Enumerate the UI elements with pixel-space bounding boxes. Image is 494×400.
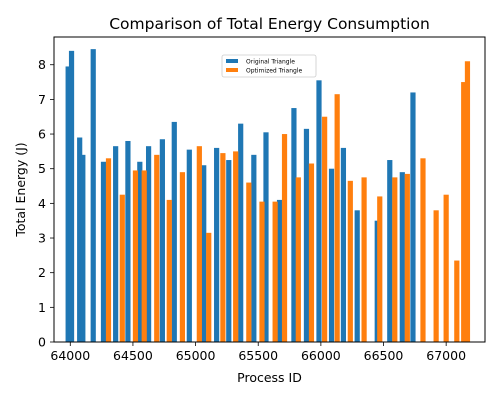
bar-original-12: [186, 149, 192, 342]
bar-optimized-26: [443, 194, 449, 342]
x-tick-label-5: 66500: [364, 348, 404, 363]
bar-optimized-23: [404, 173, 410, 342]
x-axis: 64000 64500 65000 65500 66000 66500 67000: [50, 342, 466, 363]
bar-original-21: [303, 128, 310, 342]
bar-optimized-3: [141, 170, 147, 342]
bar-original-29: [410, 92, 416, 342]
bar-optimized-22: [392, 177, 398, 342]
bar-original-28: [399, 172, 405, 342]
y-tick-label-8: 8: [38, 57, 46, 72]
legend-swatch-original: [226, 59, 238, 63]
bar-original-3: [80, 154, 86, 342]
bar-original-23: [328, 168, 335, 342]
bar-original-4: [90, 49, 96, 342]
y-axis: 0 1 2 3 4 5 6 7 8: [38, 57, 54, 350]
y-tick-label-2: 2: [38, 265, 46, 280]
bar-optimized-2: [132, 170, 139, 342]
y-tick-label-0: 0: [38, 335, 46, 350]
x-tick-label-3: 65500: [238, 348, 278, 363]
bar-original-7: [125, 140, 131, 342]
bar-optimized-25: [433, 210, 439, 342]
bar-optimized-19: [347, 180, 353, 342]
bar-optimized-5: [166, 199, 172, 342]
bar-original-15: [226, 160, 232, 342]
bar-optimized-20: [361, 177, 367, 342]
bar-original-8: [137, 161, 143, 342]
bar-original-10: [159, 139, 165, 342]
bar-optimized-15: [295, 177, 301, 342]
bar-original-24: [340, 147, 347, 342]
bar-original-9: [145, 146, 152, 342]
y-tick-label-5: 5: [38, 161, 46, 176]
bar-original-19: [276, 199, 283, 342]
bar-original-17: [251, 154, 257, 342]
bar-original-11: [171, 121, 177, 342]
bar-optimized-8: [206, 232, 212, 342]
bar-optimized-10: [233, 151, 239, 343]
bar-original-1: [68, 50, 75, 343]
bar-optimized-29: [464, 61, 471, 342]
bar-optimized-12: [259, 201, 265, 342]
bar-original-22: [316, 80, 322, 342]
y-tick-label-7: 7: [38, 92, 46, 107]
bar-optimized-4: [154, 154, 160, 342]
bar-optimized-28: [461, 82, 467, 342]
bar-original-16: [238, 123, 244, 343]
bar-original-18: [263, 132, 269, 342]
bar-optimized-7: [196, 146, 202, 342]
bar-optimized-27: [454, 260, 460, 342]
bar-optimized-9: [220, 153, 226, 342]
legend: Original Triangle Optimized Triangle: [221, 54, 317, 78]
legend-label-optimized: Optimized Triangle: [246, 68, 302, 75]
bar-original-14: [214, 147, 220, 342]
bar-optimized-13: [272, 201, 278, 342]
legend-box: [221, 54, 317, 78]
y-axis-label: Total Energy (J): [13, 142, 28, 237]
legend-label-original: Original Triangle: [246, 59, 295, 66]
bar-original-20: [291, 108, 297, 342]
bar-optimized-0: [105, 158, 112, 342]
y-tick-label-3: 3: [38, 231, 46, 246]
plot-frame: [53, 36, 486, 343]
x-tick-label-6: 67000: [426, 348, 466, 363]
y-tick-label-4: 4: [38, 196, 46, 211]
bar-optimized-14: [281, 134, 288, 342]
bar-original-13: [201, 165, 207, 342]
bar-optimized-21: [377, 196, 383, 342]
x-tick-label-2: 65000: [176, 348, 216, 363]
bar-optimized-24: [420, 158, 426, 342]
bar-optimized-11: [246, 182, 252, 342]
y-tick-label-6: 6: [38, 127, 46, 142]
bar-optimized-18: [334, 94, 340, 342]
bar-optimized-17: [322, 116, 328, 342]
chart-title: Comparison of Total Energy Consumption: [109, 15, 430, 33]
x-axis-label: Process ID: [237, 370, 302, 385]
bar-original-27: [387, 160, 393, 342]
bar-original-6: [113, 146, 119, 342]
bar-original-2: [77, 137, 83, 342]
legend-swatch-optimized: [226, 68, 238, 72]
bar-original-5: [100, 161, 107, 342]
x-tick-label-0: 64000: [50, 348, 90, 363]
x-tick-label-1: 64500: [113, 348, 153, 363]
y-tick-label-1: 1: [38, 300, 46, 315]
bar-optimized-6: [179, 172, 186, 342]
x-tick-label-4: 66000: [301, 348, 341, 363]
bar-original-0: [65, 66, 71, 343]
bars-layer: [65, 49, 471, 343]
bar-optimized-16: [308, 163, 315, 342]
bar-original-25: [354, 210, 360, 342]
bar-optimized-1: [119, 194, 125, 342]
